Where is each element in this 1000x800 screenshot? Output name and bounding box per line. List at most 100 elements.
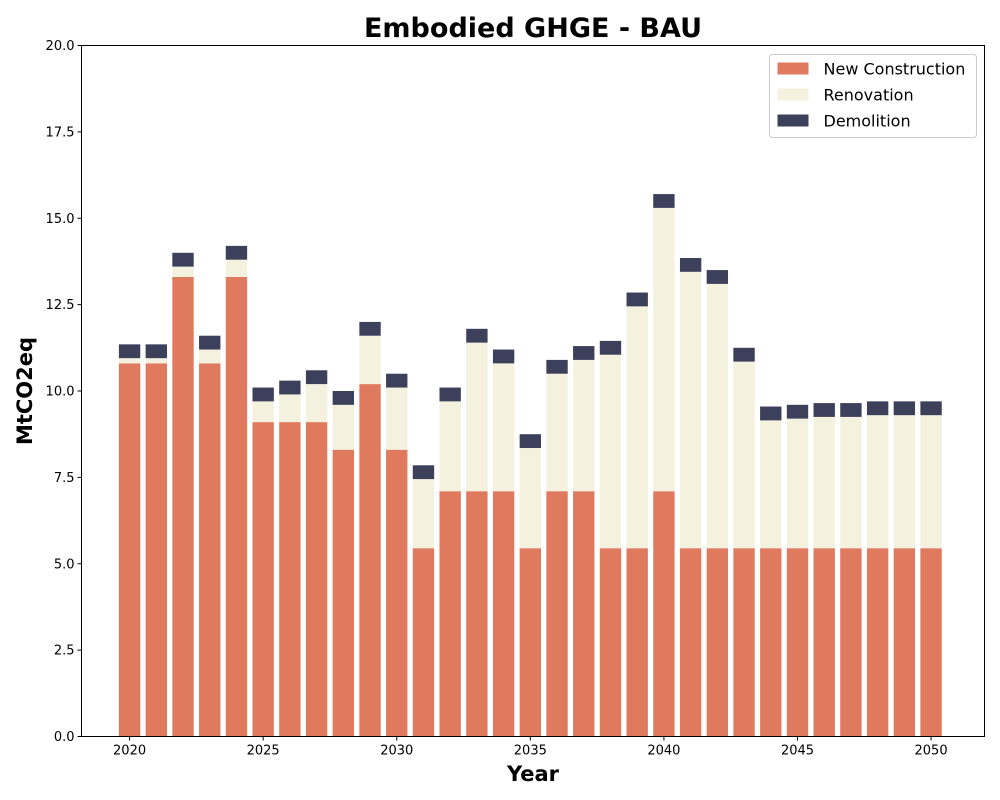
bar-renovation-2033: [466, 342, 488, 492]
x-tick-label: 2025: [247, 744, 280, 759]
bar-demolition-2041: [679, 257, 702, 272]
bar-new-construction-2047: [840, 548, 862, 737]
bar-new-construction-2048: [866, 548, 889, 737]
y-tick-label: 20.0: [46, 39, 75, 54]
bar-demolition-2029: [359, 321, 381, 336]
bar-renovation-2030: [386, 387, 408, 450]
bar-demolition-2048: [866, 401, 889, 416]
legend-label-renovation: Renovation: [824, 86, 914, 105]
chart-title: Embodied GHGE - BAU: [364, 13, 702, 44]
bar-demolition-2039: [626, 292, 648, 307]
bar-new-construction-2037: [573, 491, 595, 737]
bar-renovation-2035: [519, 448, 542, 549]
bar-demolition-2046: [813, 403, 835, 417]
bar-demolition-2034: [492, 349, 515, 364]
bar-renovation-2020: [118, 358, 141, 364]
legend-box: [769, 54, 977, 138]
bar-demolition-2020: [118, 344, 141, 359]
bar-demolition-2035: [519, 434, 542, 449]
bar-demolition-2027: [305, 370, 328, 385]
legend-swatch-demolition: [777, 114, 809, 127]
bar-demolition-2038: [599, 340, 622, 355]
y-tick-label: 17.5: [46, 125, 75, 140]
bar-demolition-2044: [760, 406, 782, 421]
y-tick-label: 7.5: [54, 471, 75, 486]
bar-new-construction-2046: [813, 548, 835, 737]
bar-new-construction-2035: [519, 548, 542, 737]
bar-demolition-2022: [172, 252, 194, 267]
y-axis-label: MtCO2eq: [13, 337, 37, 445]
bar-renovation-2022: [172, 266, 194, 277]
bar-demolition-2024: [225, 245, 248, 260]
bar-new-construction-2036: [546, 491, 568, 737]
x-tick-label: 2040: [647, 744, 680, 759]
bar-renovation-2046: [813, 416, 835, 549]
legend-swatch-renovation: [777, 88, 809, 101]
bar-demolition-2043: [733, 347, 755, 362]
bar-new-construction-2028: [332, 449, 354, 737]
bar-demolition-2037: [573, 346, 595, 360]
bar-new-construction-2023: [199, 363, 221, 737]
x-ticks: 2020 2025 2030 2035 2040 2045 2050: [113, 736, 948, 759]
y-tick-label: 15.0: [46, 212, 75, 227]
bar-demolition-2021: [145, 344, 167, 359]
bar-demolition-2026: [279, 380, 301, 395]
bar-renovation-2025: [252, 401, 274, 423]
bar-demolition-2033: [466, 328, 488, 343]
bar-renovation-2042: [706, 283, 729, 549]
bar-renovation-2021: [145, 358, 167, 364]
legend-label-demolition: Demolition: [824, 112, 911, 131]
bar-renovation-2023: [199, 349, 221, 364]
bar-renovation-2039: [626, 306, 648, 549]
bar-demolition-2032: [439, 387, 461, 402]
bar-new-construction-2039: [626, 548, 648, 737]
bar-new-construction-2031: [412, 548, 435, 737]
bar-demolition-2047: [840, 403, 862, 417]
bar-new-construction-2025: [252, 422, 274, 737]
bar-renovation-2037: [573, 359, 595, 492]
bar-demolition-2050: [920, 401, 942, 416]
bar-new-construction-2049: [893, 548, 916, 737]
bar-demolition-2045: [786, 404, 809, 419]
x-tick-label: 2020: [113, 744, 146, 759]
bar-renovation-2024: [225, 259, 248, 277]
bar-new-construction-2038: [599, 548, 622, 737]
bar-renovation-2029: [359, 335, 381, 385]
bar-renovation-2043: [733, 361, 755, 549]
bar-demolition-2028: [332, 391, 354, 405]
bar-renovation-2028: [332, 404, 354, 450]
x-tick-label: 2035: [514, 744, 547, 759]
y-ticks: 0.0 2.5 5.0 7.5 10.0 12.5 15.0 17.5 20.0: [46, 39, 82, 745]
bar-demolition-2036: [546, 359, 568, 374]
y-tick-label: 5.0: [54, 557, 75, 572]
bar-demolition-2042: [706, 270, 729, 284]
bar-demolition-2023: [199, 335, 221, 350]
plot-frame: [81, 45, 985, 737]
y-tick-label: 10.0: [46, 385, 75, 400]
bar-renovation-2032: [439, 401, 461, 492]
bar-new-construction-2040: [653, 491, 675, 737]
bar-demolition-2025: [252, 387, 274, 402]
bar-new-construction-2042: [706, 548, 729, 737]
bar-new-construction-2041: [679, 548, 702, 737]
y-tick-label: 2.5: [54, 644, 75, 659]
bar-new-construction-2024: [225, 276, 248, 737]
bar-renovation-2049: [893, 415, 916, 549]
bar-new-construction-2045: [786, 548, 809, 737]
bar-new-construction-2020: [118, 363, 141, 737]
bar-renovation-2044: [760, 420, 782, 549]
bar-demolition-2049: [893, 401, 916, 416]
x-axis-label: Year: [506, 762, 560, 786]
y-tick-label: 0.0: [54, 730, 75, 745]
bar-new-construction-2021: [145, 363, 167, 737]
x-tick-label: 2045: [781, 744, 814, 759]
bar-demolition-2030: [386, 373, 408, 388]
x-tick-label: 2050: [915, 744, 948, 759]
bar-renovation-2047: [840, 416, 862, 549]
bar-new-construction-2044: [760, 548, 782, 737]
bar-renovation-2026: [279, 394, 301, 423]
bar-new-construction-2029: [359, 384, 381, 737]
bar-renovation-2027: [305, 384, 328, 423]
bar-demolition-2040: [653, 194, 675, 208]
